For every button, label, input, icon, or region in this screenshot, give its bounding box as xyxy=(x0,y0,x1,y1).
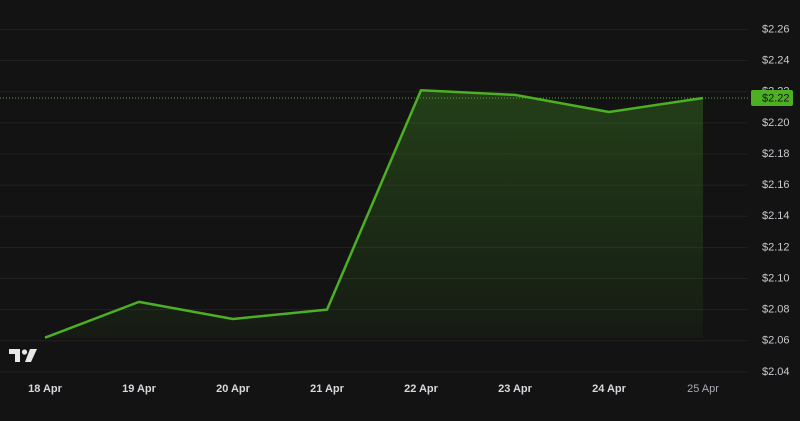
y-tick-label: $2.04 xyxy=(762,366,790,378)
logo-t xyxy=(9,349,20,362)
y-tick-label: $2.14 xyxy=(762,210,790,222)
logo xyxy=(9,349,37,362)
last-price-box xyxy=(751,90,793,107)
price-line xyxy=(44,88,704,339)
last-price-label: $2.22 xyxy=(762,92,790,104)
y-tick-label: $2.20 xyxy=(762,117,790,129)
x-tick-label: 24 Apr xyxy=(592,383,627,395)
x-tick-label: 22 Apr xyxy=(404,383,439,395)
y-tick-label: $2.24 xyxy=(762,55,790,67)
logo-v xyxy=(25,349,37,362)
logo-dot xyxy=(21,349,28,355)
y-tick-label: $2.06 xyxy=(762,335,790,347)
y-tick-label: $2.16 xyxy=(762,179,790,191)
axes: $2.04 $2.06 $2.08 $2.10 $2.12 $2.14 $2.16 $2.18… xyxy=(28,23,793,395)
area-fill xyxy=(45,90,703,338)
y-tick-label: $2.08 xyxy=(762,304,790,316)
x-tick-label: 21 Apr xyxy=(310,383,345,395)
x-tick-label: 23 Apr xyxy=(498,383,533,395)
x-tick-label: 18 Apr xyxy=(28,383,63,395)
y-tick-label: $2.12 xyxy=(762,241,790,253)
y-tick-label: $2.10 xyxy=(762,272,790,284)
x-tick-label: 19 Apr xyxy=(122,383,157,395)
x-tick-label: 25 Apr xyxy=(687,383,719,395)
x-tick-label: 20 Apr xyxy=(216,383,251,395)
y-tick-label: $2.26 xyxy=(762,23,790,35)
y-tick-label: $2.18 xyxy=(762,148,790,160)
plot-area xyxy=(0,88,748,339)
